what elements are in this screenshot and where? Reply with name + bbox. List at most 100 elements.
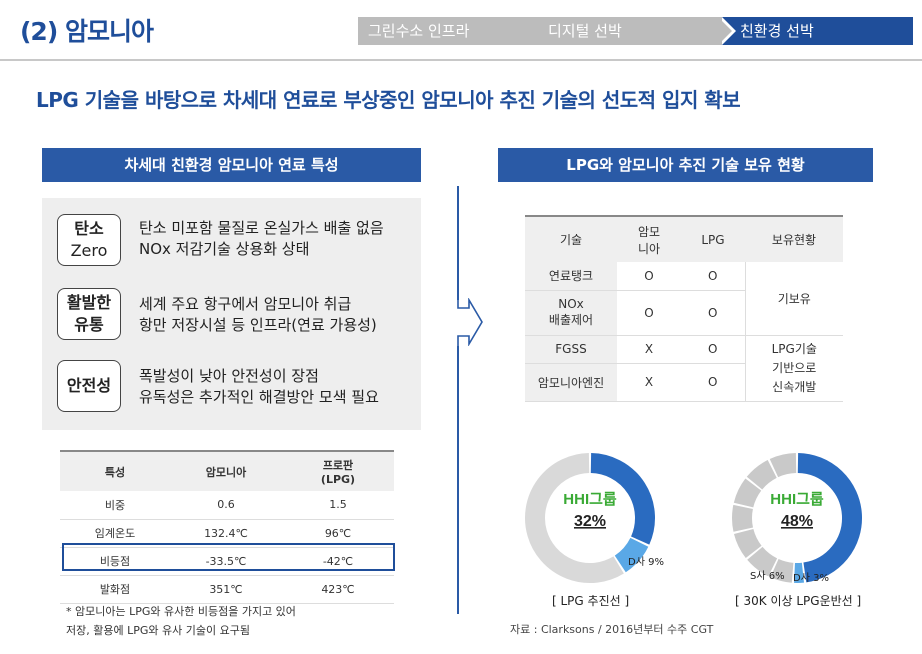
table-row: 발화점 351℃ 423℃	[60, 575, 394, 604]
donut-segment-label: S사 6%	[750, 571, 785, 582]
table-row: 암모니아엔진 X O	[525, 363, 843, 402]
cell: 0.6	[170, 491, 282, 520]
donut-slice	[770, 558, 794, 583]
footnote-line: 저장, 활용에 LPG와 유사 기술이 요구됨	[66, 624, 250, 637]
page-title: (2) 암모니아	[20, 17, 154, 46]
donut-slice	[733, 528, 762, 559]
column-header: 특성	[60, 450, 170, 491]
cell: O	[617, 262, 681, 291]
cell: O	[681, 363, 745, 402]
table-header-row: 특성 암모니아 프로판 (LPG)	[60, 450, 394, 491]
title-divider	[0, 59, 922, 61]
feature-line: 탄소 미포함 물질로 온실가스 배출 없음	[139, 219, 384, 237]
arrow-right-icon	[457, 298, 483, 346]
divider-top	[457, 186, 459, 300]
feature-line: 폭발성이 낮아 안전성이 장점	[139, 367, 319, 385]
badge-line: 탄소	[74, 219, 104, 238]
cell: 연료탱크	[525, 262, 617, 291]
column-header: LPG	[681, 215, 745, 262]
badge-line: 활발한	[66, 293, 112, 312]
badge-carbon-zero: 탄소 Zero	[57, 214, 121, 266]
cell: FGSS	[525, 335, 617, 364]
source-note: 자료 : Clarksons / 2016년부터 수주 CGT	[510, 623, 714, 636]
cell: O	[681, 335, 745, 364]
feature-text-distribution: 세계 주요 항구에서 암모니아 취급 항만 저장시설 등 인프라(연료 가용성)	[139, 294, 377, 336]
tab-green-hydrogen[interactable]: 그린수소 인프라	[358, 17, 530, 45]
table-row: 임계온도 132.4℃ 96℃	[60, 519, 394, 548]
table-row: NOx 배출제어 O O	[525, 290, 843, 336]
cell: X	[617, 335, 681, 364]
donut-slice	[614, 537, 649, 573]
feature-text-carbon: 탄소 미포함 물질로 온실가스 배출 없음 NOx 저감기술 상용화 상태	[139, 218, 384, 260]
column-header: 암모니아	[170, 450, 282, 491]
headline: LPG 기술을 바탕으로 차세대 연료로 부상중인 암모니아 추진 기술의 선도…	[36, 88, 741, 112]
cell: X	[617, 363, 681, 402]
footnote-line: * 암모니아는 LPG와 유사한 비등점을 가지고 있어	[66, 605, 296, 618]
cell: 1.5	[282, 491, 394, 520]
lpg-propulsion-donut: HHI그룹 32%	[525, 453, 655, 583]
donut-slice	[525, 453, 624, 583]
badge-safety: 안전성	[57, 360, 121, 412]
cell: O	[617, 290, 681, 336]
column-header: 보유현황	[745, 215, 843, 262]
tab-label: 디지털 선박	[548, 22, 622, 40]
feature-line: NOx 저감기술 상용화 상태	[139, 240, 310, 258]
badge-line: 안전성	[66, 376, 112, 395]
cell: 임계온도	[60, 519, 170, 548]
status-cell: LPG기술 기반으로 신속개발	[744, 335, 843, 402]
cell-line: 기반으로	[772, 360, 817, 375]
cell-line: NOx	[558, 297, 584, 311]
table-row: 비중 0.6 1.5	[60, 491, 394, 520]
donut-center-value: 32%	[574, 513, 606, 530]
donut-segment-label: D사 9%	[628, 557, 664, 568]
cell: NOx 배출제어	[525, 290, 617, 336]
boiling-point-highlight	[62, 543, 395, 571]
footnote: * 암모니아는 LPG와 유사한 비등점을 가지고 있어 저장, 활용에 LPG…	[66, 602, 296, 640]
tab-label: 그린수소 인프라	[368, 22, 470, 40]
donut-center-label: HHI그룹	[563, 491, 617, 508]
status-cell: 기보유	[744, 262, 843, 336]
cell: 96℃	[282, 519, 394, 548]
badge-line: 유통	[74, 315, 104, 334]
header-line: 니아	[637, 241, 661, 256]
donut-slice	[733, 478, 762, 508]
right-section-title: LPG와 암모니아 추진 기술 보유 현황	[498, 148, 873, 182]
feature-panel: 탄소 Zero 탄소 미포함 물질로 온실가스 배출 없음 NOx 저감기술 상용…	[42, 198, 421, 430]
tab-digital-ship[interactable]: 디지털 선박	[526, 17, 726, 45]
donut-segment-label: D사 3%	[793, 573, 829, 584]
tab-eco-ship[interactable]: 친환경 선박	[722, 17, 913, 45]
header-line: (LPG)	[320, 473, 356, 486]
divider-bottom	[457, 346, 459, 614]
left-section-title: 차세대 친환경 암모니아 연료 특성	[42, 148, 421, 182]
header-line: 암모	[637, 224, 661, 239]
cell: 발화점	[60, 575, 170, 604]
donut-center-label: HHI그룹	[770, 491, 824, 508]
badge-line: Zero	[70, 241, 108, 260]
cell: O	[681, 262, 745, 291]
cell: 132.4℃	[170, 519, 282, 548]
chevron-right-icon	[718, 17, 732, 45]
header-line: 프로판	[322, 459, 354, 472]
table-row: 연료탱크 O O 기보유	[525, 262, 843, 336]
cell: 비중	[60, 491, 170, 520]
feature-text-safety: 폭발성이 낮아 안전성이 장점 유독성은 추가적인 해결방안 모색 필요	[139, 366, 379, 408]
cell-line: 신속개발	[772, 379, 817, 394]
donut-slice	[732, 504, 754, 532]
feature-line: 항만 저장시설 등 인프라(연료 가용성)	[139, 316, 377, 334]
cell: O	[681, 290, 745, 336]
donut-slice	[769, 453, 797, 478]
cell: 351℃	[170, 575, 282, 604]
donut-slice	[746, 459, 778, 490]
table-row: FGSS X O LPG기술 기반으로 신속개발	[525, 335, 843, 402]
properties-table: 특성 암모니아 프로판 (LPG) 비중 0.6 1.5 임계온도 132.4℃ 96℃ …	[60, 450, 394, 604]
donut-slice	[747, 546, 778, 577]
section-tabs: 그린수소 인프라 디지털 선박 친환경 선박	[358, 17, 913, 45]
feature-line: 세계 주요 항구에서 암모니아 취급	[139, 295, 352, 313]
column-header: 프로판 (LPG)	[282, 450, 394, 491]
donut-slice-hhi	[797, 453, 862, 583]
column-header: 기술	[525, 215, 617, 262]
cell-line: LPG기술	[771, 341, 817, 356]
